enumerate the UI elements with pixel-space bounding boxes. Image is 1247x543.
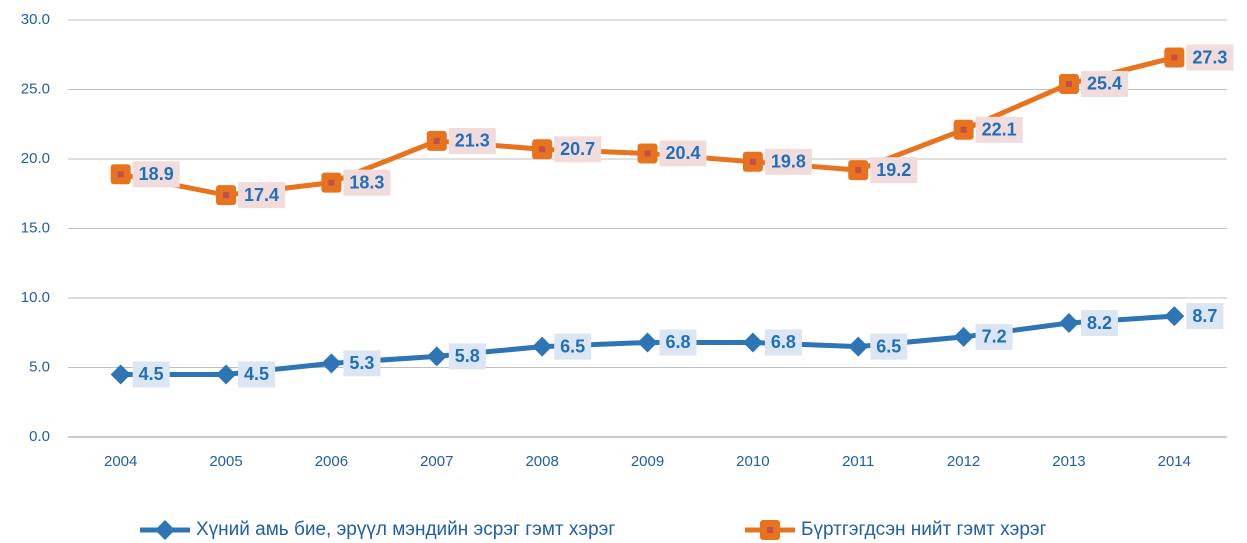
data-label-bg xyxy=(1186,303,1224,330)
data-label: 6.8 xyxy=(771,332,796,352)
data-label: 8.2 xyxy=(1087,313,1112,333)
x-tick-label: 2011 xyxy=(842,453,874,470)
x-tick-label: 2009 xyxy=(631,453,664,470)
marker xyxy=(426,346,447,367)
data-label: 17.4 xyxy=(244,185,279,205)
marker-center xyxy=(644,150,651,157)
data-label: 18.9 xyxy=(139,164,174,184)
y-tick-label: 10.0 xyxy=(21,289,50,306)
marker-center xyxy=(855,167,862,174)
y-tick-label: 15.0 xyxy=(21,219,50,236)
data-label: 22.1 xyxy=(982,120,1017,140)
data-label-bg xyxy=(1186,44,1234,71)
marker xyxy=(848,336,869,357)
marker xyxy=(216,364,237,385)
x-tick-label: 2005 xyxy=(209,453,242,470)
data-label-bg xyxy=(343,169,391,196)
marker-center xyxy=(749,158,756,165)
y-tick-label: 5.0 xyxy=(29,358,50,375)
data-label-bg xyxy=(870,333,908,360)
data-label-bg xyxy=(554,333,592,360)
data-label-bg xyxy=(1080,70,1129,97)
marker xyxy=(637,332,658,353)
data-label-bg xyxy=(975,116,1023,143)
x-tick-label: 2007 xyxy=(420,453,453,470)
data-label-bg xyxy=(870,157,918,184)
data-label: 20.7 xyxy=(560,139,595,159)
x-tick-label: 2008 xyxy=(525,453,558,470)
data-label: 27.3 xyxy=(1192,47,1227,67)
marker-center xyxy=(767,527,773,533)
marker-center xyxy=(433,137,440,144)
data-label: 8.7 xyxy=(1192,306,1217,326)
data-label: 7.2 xyxy=(982,327,1007,347)
data-label-bg xyxy=(659,329,697,356)
data-label-bg xyxy=(448,127,496,154)
data-label: 25.4 xyxy=(1087,74,1122,94)
x-tick-label: 2012 xyxy=(947,453,980,470)
data-label-bg xyxy=(554,136,602,163)
data-label-bg xyxy=(238,361,276,388)
marker xyxy=(155,520,175,540)
data-label: 19.2 xyxy=(876,160,911,180)
x-tick-label: 2014 xyxy=(1158,453,1191,470)
data-label-bg xyxy=(132,361,170,388)
data-label-bg xyxy=(132,161,180,188)
data-label: 4.5 xyxy=(139,364,164,384)
data-label: 5.8 xyxy=(455,346,480,366)
data-label: 5.3 xyxy=(349,353,374,373)
data-label: 6.5 xyxy=(560,336,585,356)
marker xyxy=(110,364,131,385)
marker xyxy=(742,332,763,353)
data-label: 4.5 xyxy=(244,364,269,384)
legend-label: Бүртгэгдсэн нийт гэмт хэрэг xyxy=(801,519,1047,540)
y-tick-label: 30.0 xyxy=(21,11,50,28)
data-label-bg xyxy=(764,329,802,356)
marker-center xyxy=(1065,80,1072,87)
data-label-bg xyxy=(764,148,812,175)
data-label-bg xyxy=(659,140,707,167)
data-label-bg xyxy=(238,182,286,209)
data-label: 19.8 xyxy=(771,152,806,172)
marker xyxy=(1164,306,1185,327)
marker xyxy=(532,336,553,357)
data-label-bg xyxy=(448,343,486,370)
y-tick-label: 0.0 xyxy=(29,428,50,445)
data-label-bg xyxy=(343,350,381,377)
data-label: 6.8 xyxy=(666,332,691,352)
marker-center xyxy=(223,192,230,199)
legend-label: Хүний амь бие, эрүүл мэндийн эсрэг гэмт … xyxy=(196,519,615,540)
data-label: 18.3 xyxy=(349,172,384,192)
marker xyxy=(953,326,974,347)
data-label: 20.4 xyxy=(666,143,701,163)
x-tick-label: 2004 xyxy=(104,453,137,470)
data-label-bg xyxy=(1080,310,1118,337)
data-label: 21.3 xyxy=(455,131,490,151)
marker-center xyxy=(328,179,335,186)
data-label: 6.5 xyxy=(876,336,901,356)
marker-center xyxy=(117,171,124,178)
y-tick-label: 20.0 xyxy=(21,150,50,167)
marker-center xyxy=(960,126,967,133)
data-label-bg xyxy=(975,323,1013,350)
marker-center xyxy=(539,146,546,153)
x-tick-label: 2013 xyxy=(1052,453,1085,470)
y-tick-label: 25.0 xyxy=(21,80,50,97)
x-tick-label: 2010 xyxy=(736,453,769,470)
marker-center xyxy=(1171,54,1178,61)
marker xyxy=(321,353,342,374)
x-tick-label: 2006 xyxy=(315,453,348,470)
marker xyxy=(1058,313,1079,334)
